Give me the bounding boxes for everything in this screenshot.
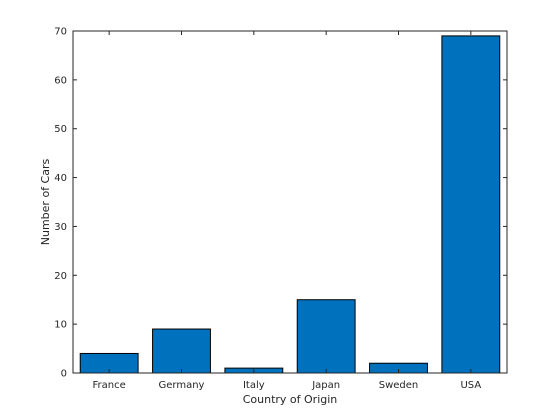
bar-germany [152, 328, 211, 374]
x-tick-label: France [93, 380, 126, 391]
bars-group [79, 35, 501, 374]
x-axis: France Germany Italy Japan Sweden USA [93, 31, 481, 391]
y-tick-label: 50 [54, 124, 67, 135]
y-tick-label: 0 [61, 369, 67, 380]
y-tick-label: 40 [54, 173, 67, 184]
x-tick-label: Sweden [379, 380, 419, 391]
y-tick-label: 20 [54, 271, 67, 282]
x-tick-label: Japan [311, 380, 340, 391]
y-axis-label: Number of Cars [39, 159, 52, 246]
x-tick-label: USA [460, 380, 481, 391]
bar-usa [441, 35, 501, 374]
x-tick-label: Germany [159, 380, 205, 391]
x-axis-label: Country of Origin [243, 393, 338, 406]
y-tick-label: 30 [54, 222, 67, 233]
y-tick-label: 70 [54, 27, 67, 38]
bar-japan [296, 299, 356, 374]
y-axis: 0 10 20 30 40 50 60 70 [54, 27, 507, 380]
x-tick-label: Italy [243, 380, 265, 391]
plot-area-box [72, 30, 508, 374]
y-tick-label: 10 [54, 320, 67, 331]
y-tick-label: 60 [54, 75, 67, 86]
